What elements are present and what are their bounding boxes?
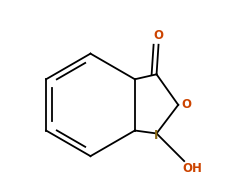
Text: O: O (181, 98, 191, 111)
Text: I: I (154, 129, 159, 142)
Text: OH: OH (182, 163, 202, 175)
Text: O: O (154, 29, 164, 42)
